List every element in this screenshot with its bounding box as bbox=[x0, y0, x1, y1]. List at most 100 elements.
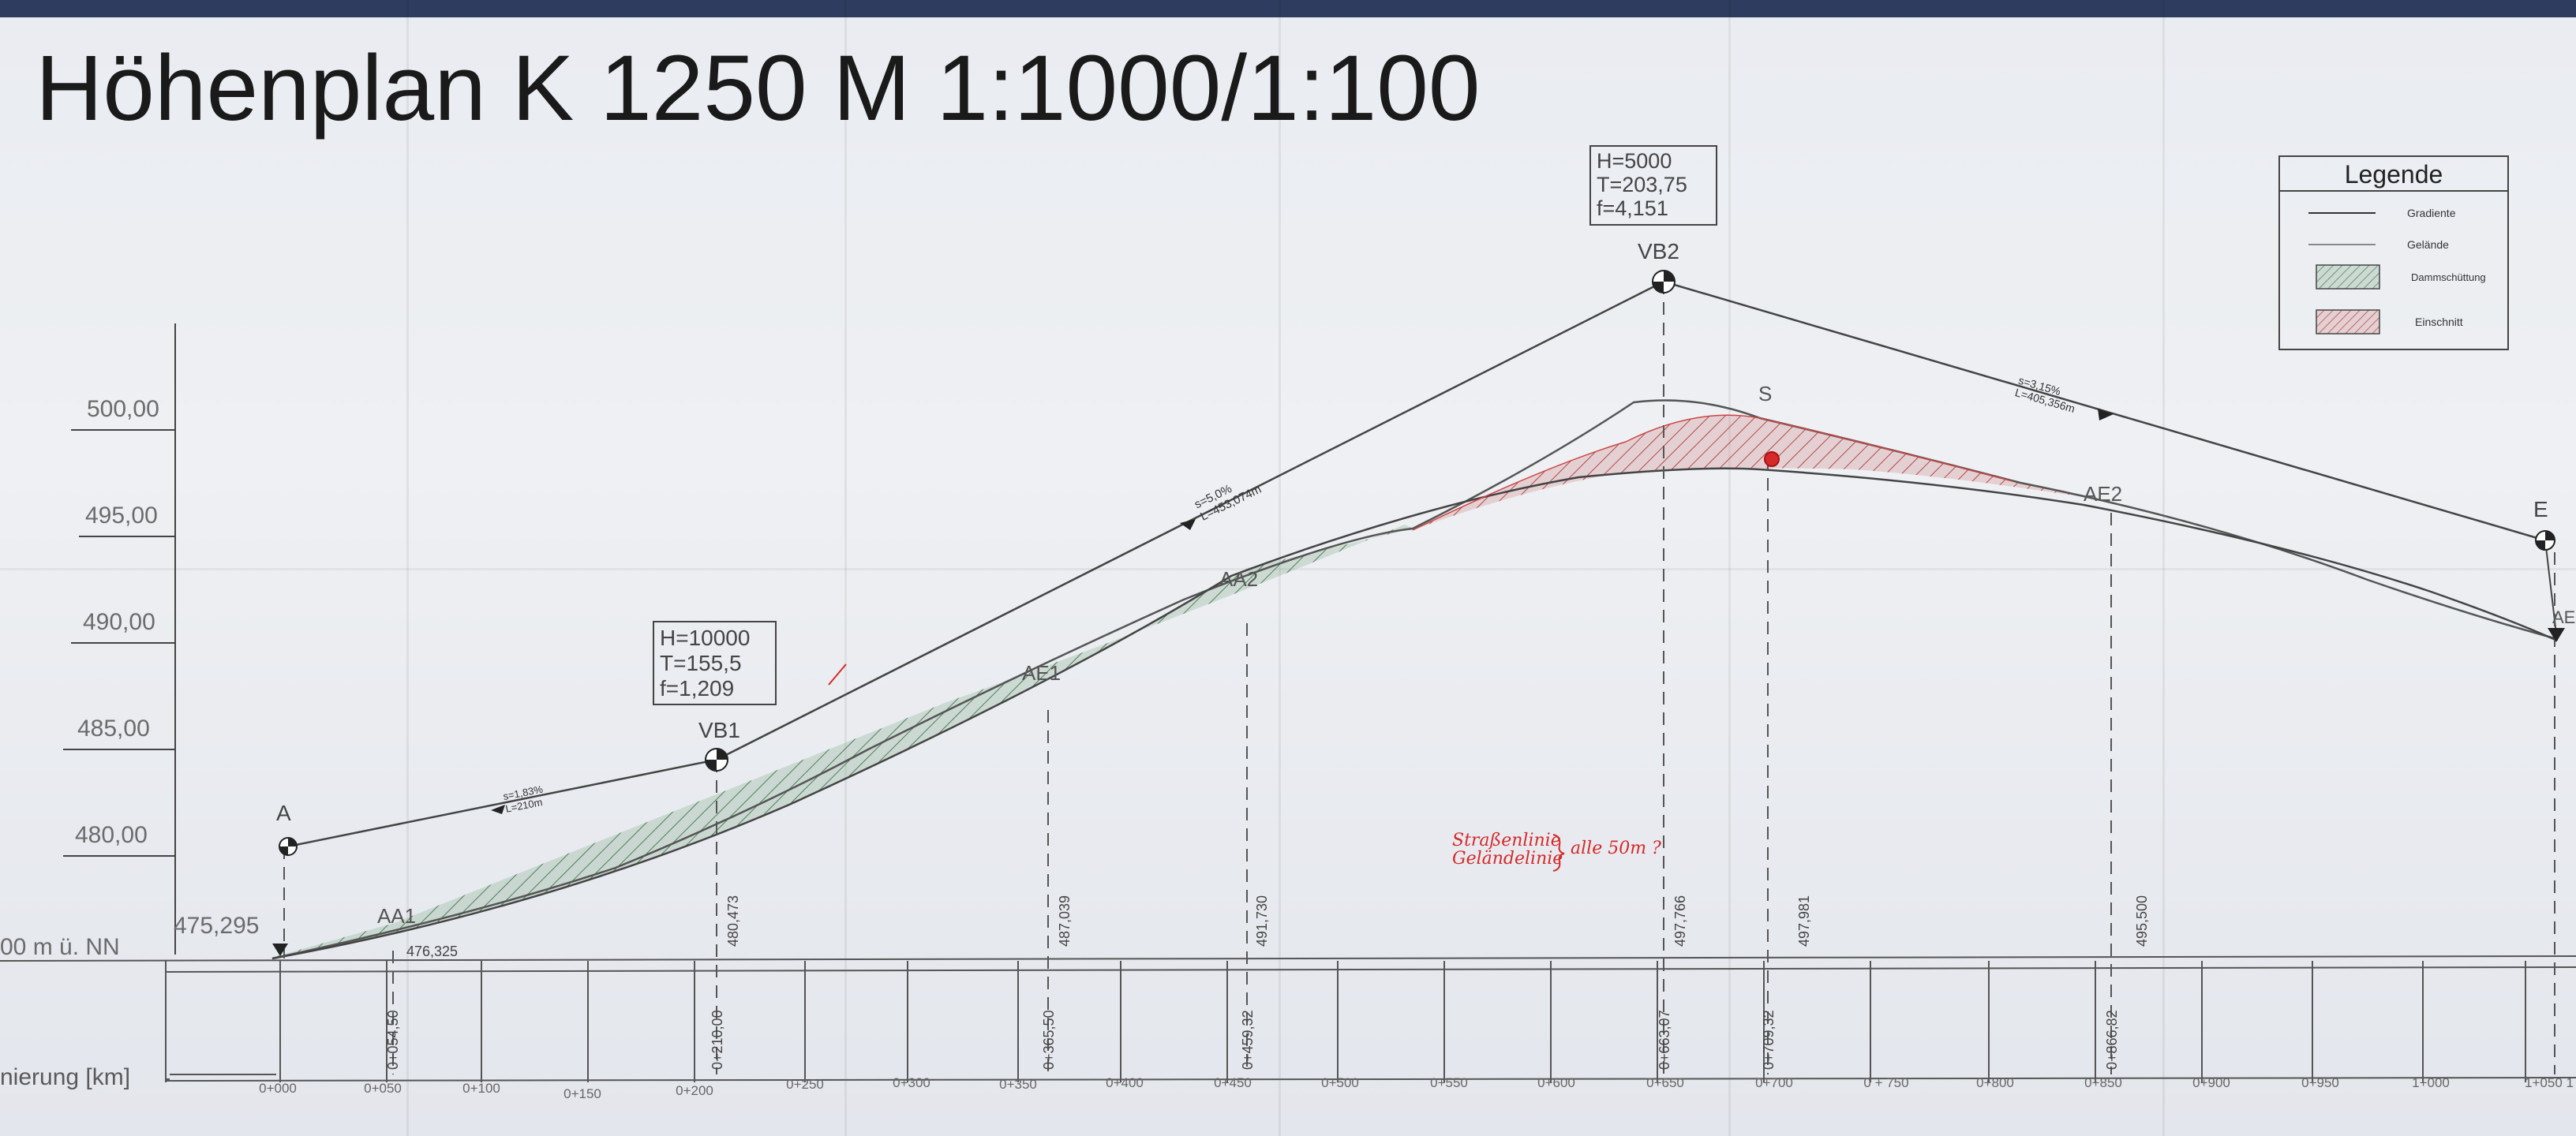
station-tick: 0+300 bbox=[893, 1075, 930, 1090]
station-tick: 0+450 bbox=[1214, 1075, 1252, 1090]
elevation-tick: 485,00 bbox=[77, 716, 150, 742]
page-title: Höhenplan K 1250 M 1:1000/1:100 bbox=[36, 36, 1480, 140]
paper-fold bbox=[406, 0, 409, 1136]
station-label: 0+054,50 bbox=[385, 1010, 401, 1070]
slope-label-3: s=3,15% L=405,356m bbox=[2013, 374, 2076, 415]
station-ticks: 0+000 0+050 0+100 0+150 0+200 0+250 0+30… bbox=[259, 1075, 2574, 1101]
station-axis-label: nierung [km] bbox=[0, 1064, 130, 1090]
station-tick: 0+950 bbox=[2301, 1075, 2339, 1090]
note-line: Straßenlinie bbox=[1452, 831, 1561, 850]
station-label: 0+210,00 bbox=[710, 1010, 725, 1070]
slope-label-1: s=1,83% L=210m bbox=[502, 783, 544, 815]
station-tick: 0+650 bbox=[1646, 1075, 1684, 1090]
elevation-label: 476,325 bbox=[406, 944, 458, 959]
note-bracket-text: alle 50m ? bbox=[1571, 839, 1661, 858]
station-tick: 0+550 bbox=[1430, 1075, 1468, 1090]
point-marker-s bbox=[1764, 451, 1780, 467]
station-label: 0+365,50 bbox=[1041, 1010, 1057, 1070]
elevation-label: 497,981 bbox=[1796, 895, 1812, 947]
curve-box-line: f=4,151 bbox=[1597, 196, 1668, 220]
slope-arrow bbox=[491, 805, 505, 814]
paper-fold bbox=[844, 0, 847, 1136]
paper-fold bbox=[1728, 0, 1731, 1136]
elevation-tick: 495,00 bbox=[85, 503, 158, 529]
vertical-guides bbox=[283, 282, 2555, 1074]
station-tick: 0+500 bbox=[1321, 1075, 1359, 1090]
curve-box-line: T=203,75 bbox=[1597, 173, 1687, 196]
elevation-tick: 490,00 bbox=[83, 609, 155, 635]
point-label-vb2: VB2 bbox=[1638, 239, 1679, 263]
station-band bbox=[0, 955, 2576, 1082]
elevation-label: 491,730 bbox=[1254, 895, 1270, 947]
curve-box-line: H=10000 bbox=[660, 626, 750, 650]
curve-box-line: H=5000 bbox=[1597, 149, 1672, 173]
end-arrow bbox=[2548, 628, 2565, 642]
station-tick: 0+350 bbox=[999, 1077, 1037, 1092]
point-marker-a bbox=[279, 837, 298, 856]
elevation-label: 497,766 bbox=[1672, 895, 1688, 947]
station-label: 0+866,82 bbox=[2104, 1010, 2120, 1070]
feature-label-s: S bbox=[1758, 382, 1772, 405]
station-tick: 0+050 bbox=[364, 1081, 402, 1096]
point-label-a: A bbox=[276, 801, 291, 825]
point-marker-vb1 bbox=[705, 748, 728, 772]
point-label-vb1: VB1 bbox=[698, 718, 740, 742]
paper-fold bbox=[2162, 0, 2165, 1136]
grade-line-red bbox=[1412, 414, 2013, 531]
elevation-axis bbox=[63, 323, 176, 955]
fill-area-cut bbox=[1413, 415, 2084, 530]
curve-box-line: f=1,209 bbox=[660, 676, 734, 701]
point-label-e: E bbox=[2533, 497, 2548, 521]
elevation-label: 495,500 bbox=[2134, 895, 2150, 947]
legend: Legende Gradiente Gelände Dammschüttung … bbox=[2278, 155, 2509, 350]
station-tick: 0+850 bbox=[2084, 1075, 2122, 1090]
legend-item: Gelände bbox=[2407, 238, 2449, 251]
tangent-polygon bbox=[287, 280, 2546, 848]
elevation-tick: 480,00 bbox=[75, 822, 148, 848]
feature-label-ae: AE bbox=[2552, 607, 2575, 627]
slope-arrow bbox=[2098, 409, 2114, 420]
elevation-label: 480,473 bbox=[725, 895, 741, 947]
station-tick: 0+700 bbox=[1755, 1075, 1793, 1090]
fill-area-dam bbox=[268, 525, 1413, 958]
station-tick: 0+400 bbox=[1106, 1075, 1144, 1090]
handwritten-note: Straßenlinie Geländelinie alle 50m ? bbox=[1452, 831, 1661, 872]
curve-box-vb2: H=5000 T=203,75 f=4,151 bbox=[1589, 145, 1717, 226]
station-tick: 0+250 bbox=[786, 1077, 824, 1092]
station-tick: 1+050 1 bbox=[2525, 1075, 2574, 1090]
elevation-label: 487,039 bbox=[1057, 895, 1073, 947]
elevation-axis-label: 00 m ü. NN bbox=[0, 934, 120, 960]
terrain-line bbox=[271, 399, 2558, 960]
start-arrow bbox=[272, 944, 288, 956]
station-tick: 0+800 bbox=[1976, 1075, 2014, 1090]
feature-label-ae1: AE1 bbox=[1022, 661, 1061, 685]
curve-box-vb1: H=10000 T=155,5 f=1,209 bbox=[653, 621, 777, 705]
reference-elevation: 475,295 bbox=[174, 913, 259, 939]
station-label: 0+663,07 bbox=[1657, 1010, 1672, 1070]
legend-item: Gradiente bbox=[2407, 207, 2456, 219]
station-tick: 0+600 bbox=[1537, 1075, 1575, 1090]
slope-label-2: s=5,0% L=453,074m bbox=[1193, 482, 1264, 524]
feature-label-aa1: AA1 bbox=[377, 904, 416, 928]
station-label: 0+709,32 bbox=[1761, 1010, 1777, 1070]
legend-title: Legende bbox=[2345, 160, 2443, 189]
check-mark bbox=[828, 663, 847, 686]
station-tick: 0+900 bbox=[2192, 1075, 2230, 1090]
note-line: Geländelinie bbox=[1452, 849, 1563, 869]
legend-item: Einschnitt bbox=[2415, 316, 2463, 328]
slope-arrow bbox=[1180, 519, 1196, 530]
grade-line bbox=[271, 467, 2558, 960]
station-tick: 1+000 bbox=[2412, 1075, 2450, 1090]
legend-item: Dammschüttung bbox=[2411, 271, 2486, 283]
feature-label-ae2: AE2 bbox=[2084, 482, 2122, 506]
station-tick: 0+000 bbox=[259, 1081, 297, 1096]
station-tick: 0 + 750 bbox=[1863, 1075, 1908, 1090]
curve-box-line: T=155,5 bbox=[660, 651, 742, 675]
station-label: 0+459,32 bbox=[1240, 1010, 1256, 1070]
point-marker-e bbox=[2535, 530, 2555, 551]
station-tick: 0+200 bbox=[676, 1083, 713, 1098]
elevation-tick: 500,00 bbox=[87, 396, 159, 422]
station-tick: 0+100 bbox=[462, 1081, 500, 1096]
